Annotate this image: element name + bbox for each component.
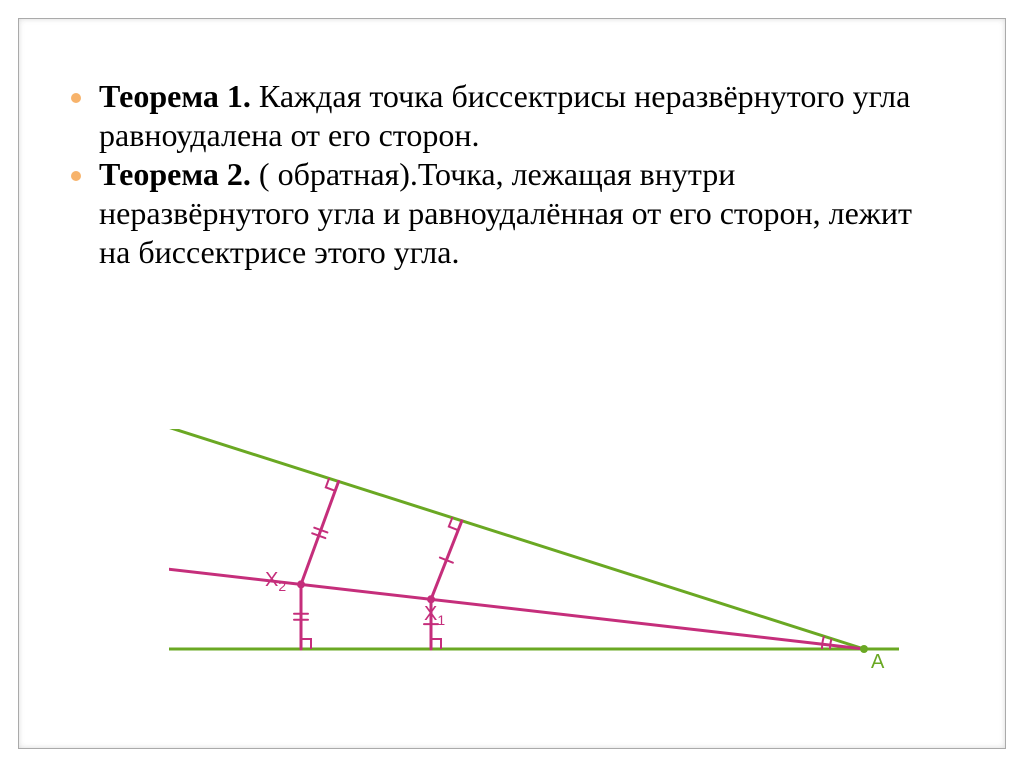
label-x2-sub: 2 bbox=[278, 578, 286, 594]
label-x2-main: X bbox=[265, 569, 278, 591]
theorem-2-title: Теорема 2. bbox=[99, 156, 251, 192]
theorem-2-text: Теорема 2. ( обратная).Точка, лежащая вн… bbox=[99, 155, 941, 272]
theorem-1-text: Теорема 1. Каждая точка биссектрисы нера… bbox=[99, 77, 941, 155]
label-a: A bbox=[871, 651, 884, 674]
angle-bisector-diagram: X2 X1 A bbox=[169, 429, 899, 709]
theorem-1-title: Теорема 1. bbox=[99, 78, 251, 114]
bullet-dot-icon bbox=[71, 93, 81, 103]
label-x1-sub: 1 bbox=[437, 612, 445, 628]
bullet-item-1: Теорема 1. Каждая точка биссектрисы нера… bbox=[71, 77, 941, 155]
bullet-dot-icon bbox=[71, 171, 81, 181]
label-x2: X2 bbox=[265, 569, 286, 594]
slide-frame: Теорема 1. Каждая точка биссектрисы нера… bbox=[18, 18, 1006, 749]
label-x1: X1 bbox=[424, 603, 445, 628]
text-content: Теорема 1. Каждая точка биссектрисы нера… bbox=[71, 77, 941, 272]
bullet-item-2: Теорема 2. ( обратная).Точка, лежащая вн… bbox=[71, 155, 941, 272]
label-x1-main: X bbox=[424, 603, 437, 625]
